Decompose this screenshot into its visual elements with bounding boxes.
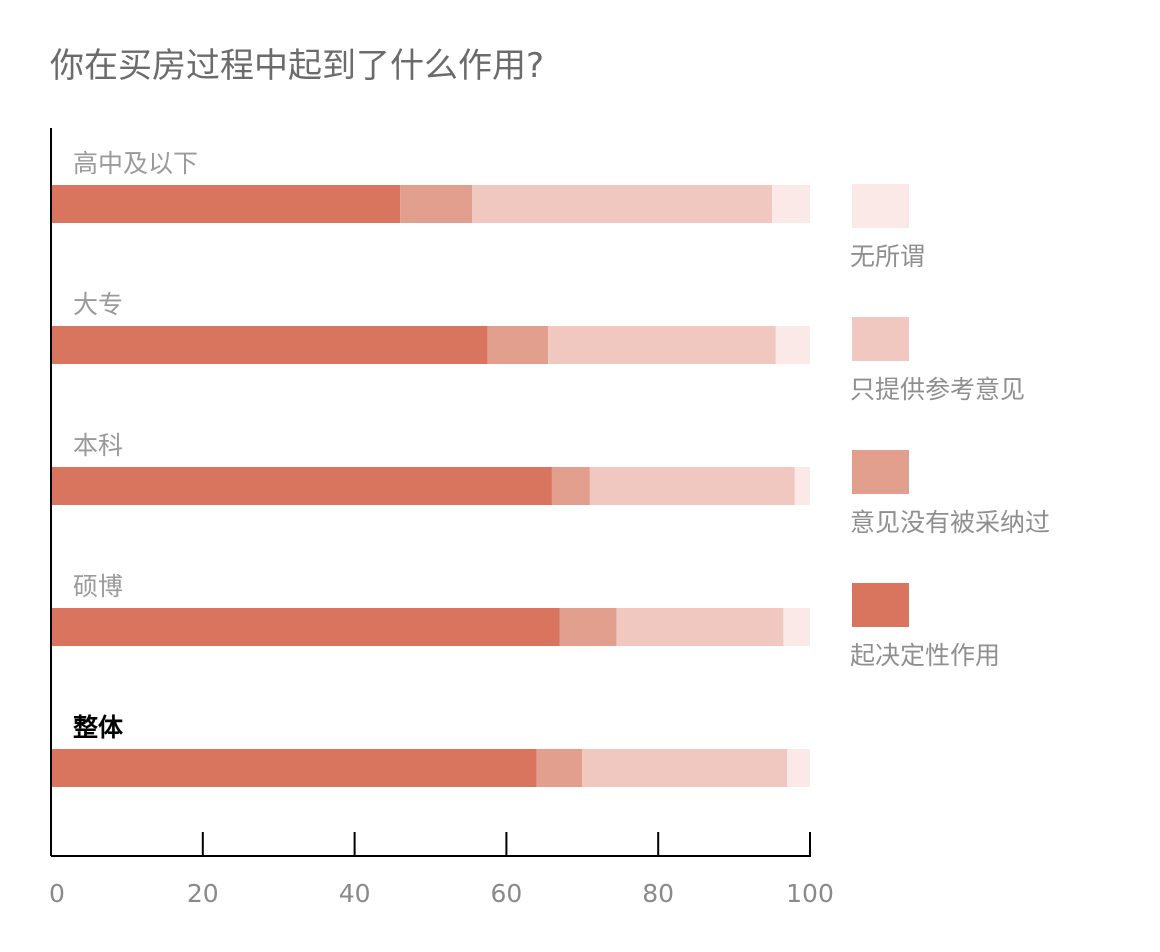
bar-segment <box>536 749 583 787</box>
x-tick-label: 100 <box>786 879 834 908</box>
bar-segment <box>794 467 810 505</box>
legend-swatch <box>852 583 909 627</box>
legend-label: 意见没有被采纳过 <box>850 508 1050 537</box>
bar-segment <box>51 326 488 364</box>
category-label: 高中及以下 <box>73 149 198 178</box>
legend-swatch <box>852 184 909 228</box>
bar-segment <box>487 326 549 364</box>
x-tick-label: 80 <box>642 879 674 908</box>
bar-segment <box>551 467 590 505</box>
bar-segment <box>51 608 560 646</box>
bar-segment <box>787 749 810 787</box>
x-tick-label: 20 <box>187 879 219 908</box>
legend-label: 无所谓 <box>850 242 925 271</box>
category-label: 本科 <box>73 431 123 460</box>
legend-label: 只提供参考意见 <box>850 375 1025 404</box>
bar-segment <box>582 749 788 787</box>
axis-layer: 0 20 40 60 80 100 <box>49 128 834 908</box>
bar-segment <box>616 608 784 646</box>
bar-segment <box>548 326 776 364</box>
x-tick-label: 40 <box>339 879 371 908</box>
legend-swatch <box>852 450 909 494</box>
bar-segment <box>51 185 401 223</box>
bar-segment <box>400 185 473 223</box>
bar-segment <box>775 326 810 364</box>
bar-segment <box>51 467 552 505</box>
bar-segment <box>772 185 810 223</box>
category-label: 硕博 <box>73 572 123 601</box>
legend-label: 起决定性作用 <box>850 641 1000 670</box>
bar-segment <box>472 185 773 223</box>
bar-segment <box>589 467 795 505</box>
category-label: 整体 <box>73 713 124 742</box>
x-tick-label: 60 <box>490 879 522 908</box>
chart-title: 你在买房过程中起到了什么作用? <box>50 46 545 86</box>
bar-segment <box>783 608 810 646</box>
category-label: 大专 <box>73 290 123 319</box>
bar-segment <box>559 608 617 646</box>
bar-segment <box>51 749 537 787</box>
x-tick-label: 0 <box>49 879 65 908</box>
legend-swatch <box>852 317 909 361</box>
